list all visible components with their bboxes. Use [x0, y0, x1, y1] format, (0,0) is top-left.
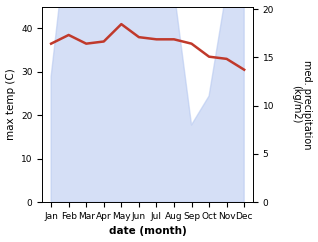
- X-axis label: date (month): date (month): [109, 227, 187, 236]
- Y-axis label: max temp (C): max temp (C): [5, 68, 16, 140]
- Y-axis label: med. precipitation
(kg/m2): med. precipitation (kg/m2): [291, 60, 313, 149]
